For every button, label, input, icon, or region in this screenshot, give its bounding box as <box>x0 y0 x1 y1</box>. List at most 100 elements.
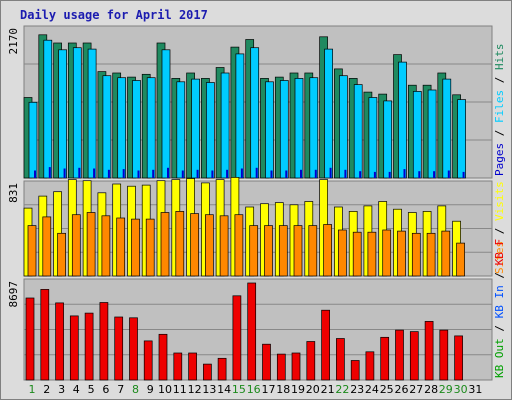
day-label-13: 13 <box>202 383 216 396</box>
legend-separator: / <box>493 318 506 338</box>
bar-sites-day-11 <box>175 211 185 277</box>
bar-kb-f-day-16 <box>247 282 257 381</box>
bar-pages-day-7 <box>122 169 125 178</box>
bar-files-day-28 <box>427 89 437 179</box>
bar-sites-day-19 <box>293 225 303 277</box>
bar-files-day-6 <box>102 75 112 179</box>
legend-hits-files-pages: Pages / Files / Hits <box>493 44 506 177</box>
legend-item-files: Files <box>493 90 506 123</box>
day-label-27: 27 <box>409 383 423 396</box>
legend-item-pages: Pages <box>493 143 506 176</box>
bar-sites-day-18 <box>278 225 288 277</box>
day-label-22: 22 <box>335 383 349 396</box>
bar-sites-day-1 <box>27 225 37 277</box>
bar-pages-day-4 <box>78 167 81 178</box>
day-label-28: 28 <box>424 383 438 396</box>
day-label-30: 30 <box>454 383 468 396</box>
bar-kb-f-day-23 <box>350 360 360 381</box>
bar-kb-f-day-26 <box>395 329 404 381</box>
bar-pages-day-29 <box>447 170 450 178</box>
bar-sites-day-24 <box>367 231 377 277</box>
bar-pages-day-24 <box>373 171 376 178</box>
bar-kb-f-day-15 <box>232 295 242 381</box>
bar-files-day-5 <box>87 48 97 179</box>
bar-pages-day-20 <box>314 169 317 178</box>
bar-kb-f-day-29 <box>439 329 449 381</box>
day-label-3: 3 <box>58 383 65 396</box>
bar-files-day-21 <box>324 48 333 179</box>
bar-sites-day-7 <box>116 217 126 277</box>
day-label-15: 15 <box>232 383 246 396</box>
day-label-21: 21 <box>321 383 335 396</box>
day-label-16: 16 <box>247 383 261 396</box>
day-label-31: 31 <box>468 383 482 396</box>
day-label-23: 23 <box>350 383 364 396</box>
day-label-2: 2 <box>43 383 50 396</box>
day-label-14: 14 <box>217 383 231 396</box>
bar-pages-day-17 <box>270 170 273 178</box>
chart-title: Daily usage for April 2017 <box>20 8 208 22</box>
bar-files-day-9 <box>146 77 156 179</box>
max-label-hits-files-pages: 2170 <box>7 28 20 55</box>
legend-separator: / <box>493 123 506 143</box>
bar-files-day-27 <box>412 91 422 179</box>
legend-item-kb-in: KB In <box>493 285 506 318</box>
bar-kb-f-day-20 <box>306 341 316 381</box>
bar-pages-day-15 <box>240 168 243 178</box>
bar-kb-f-day-21 <box>321 309 330 381</box>
bar-pages-day-19 <box>300 169 302 178</box>
day-label-19: 19 <box>291 383 305 396</box>
bar-files-day-18 <box>279 80 289 179</box>
day-label-18: 18 <box>276 383 290 396</box>
bar-kb-f-day-28 <box>424 321 434 381</box>
bar-kb-f-day-22 <box>336 338 345 381</box>
bar-pages-day-28 <box>433 171 436 178</box>
bar-sites-day-3 <box>57 232 66 277</box>
bar-kb-f-day-30 <box>454 335 463 381</box>
bar-files-day-13 <box>206 82 215 179</box>
bar-pages-day-13 <box>211 170 214 178</box>
bar-files-day-15 <box>235 53 245 179</box>
day-label-26: 26 <box>395 383 409 396</box>
bar-sites-day-21 <box>323 224 332 277</box>
bar-sites-day-9 <box>145 218 155 277</box>
bar-sites-day-4 <box>71 214 81 277</box>
bar-files-day-8 <box>132 80 141 179</box>
day-label-17: 17 <box>262 383 276 396</box>
legend-item-kb-out: KB Out <box>493 338 506 378</box>
legend-separator: / <box>493 221 506 241</box>
bar-sites-day-28 <box>426 232 436 277</box>
bar-pages-day-23 <box>359 171 362 178</box>
bar-sites-day-29 <box>441 230 451 277</box>
bar-pages-day-22 <box>344 169 347 178</box>
bar-kb-f-day-24 <box>365 351 375 381</box>
bar-pages-day-21 <box>329 167 332 178</box>
day-label-29: 29 <box>439 383 453 396</box>
bar-kb-f-day-1 <box>25 297 35 381</box>
bar-sites-day-5 <box>86 212 96 277</box>
bar-pages-day-16 <box>255 167 258 178</box>
bar-kb-f-day-13 <box>203 363 212 381</box>
day-label-9: 9 <box>147 383 154 396</box>
bar-files-day-17 <box>265 81 274 179</box>
bar-sites-day-30 <box>456 242 465 277</box>
bar-files-day-10 <box>161 49 171 179</box>
bar-sites-day-22 <box>338 229 347 277</box>
bar-sites-day-23 <box>352 231 362 277</box>
bar-files-day-14 <box>220 72 230 179</box>
bar-sites-day-12 <box>190 213 199 277</box>
legend-item-kb-f: KB F <box>493 239 506 266</box>
day-label-6: 6 <box>102 383 109 396</box>
bar-kb-f-day-3 <box>55 302 64 381</box>
day-label-7: 7 <box>117 383 124 396</box>
bar-pages-day-5 <box>93 168 96 178</box>
bar-pages-day-12 <box>196 169 199 178</box>
bar-kb-f-day-7 <box>114 316 124 381</box>
bar-files-day-3 <box>58 49 67 179</box>
bar-files-day-29 <box>442 78 452 179</box>
bar-kb-f-day-25 <box>380 336 390 381</box>
bar-files-day-7 <box>117 77 127 179</box>
bar-files-day-24 <box>368 97 378 179</box>
bar-pages-day-9 <box>152 169 155 178</box>
